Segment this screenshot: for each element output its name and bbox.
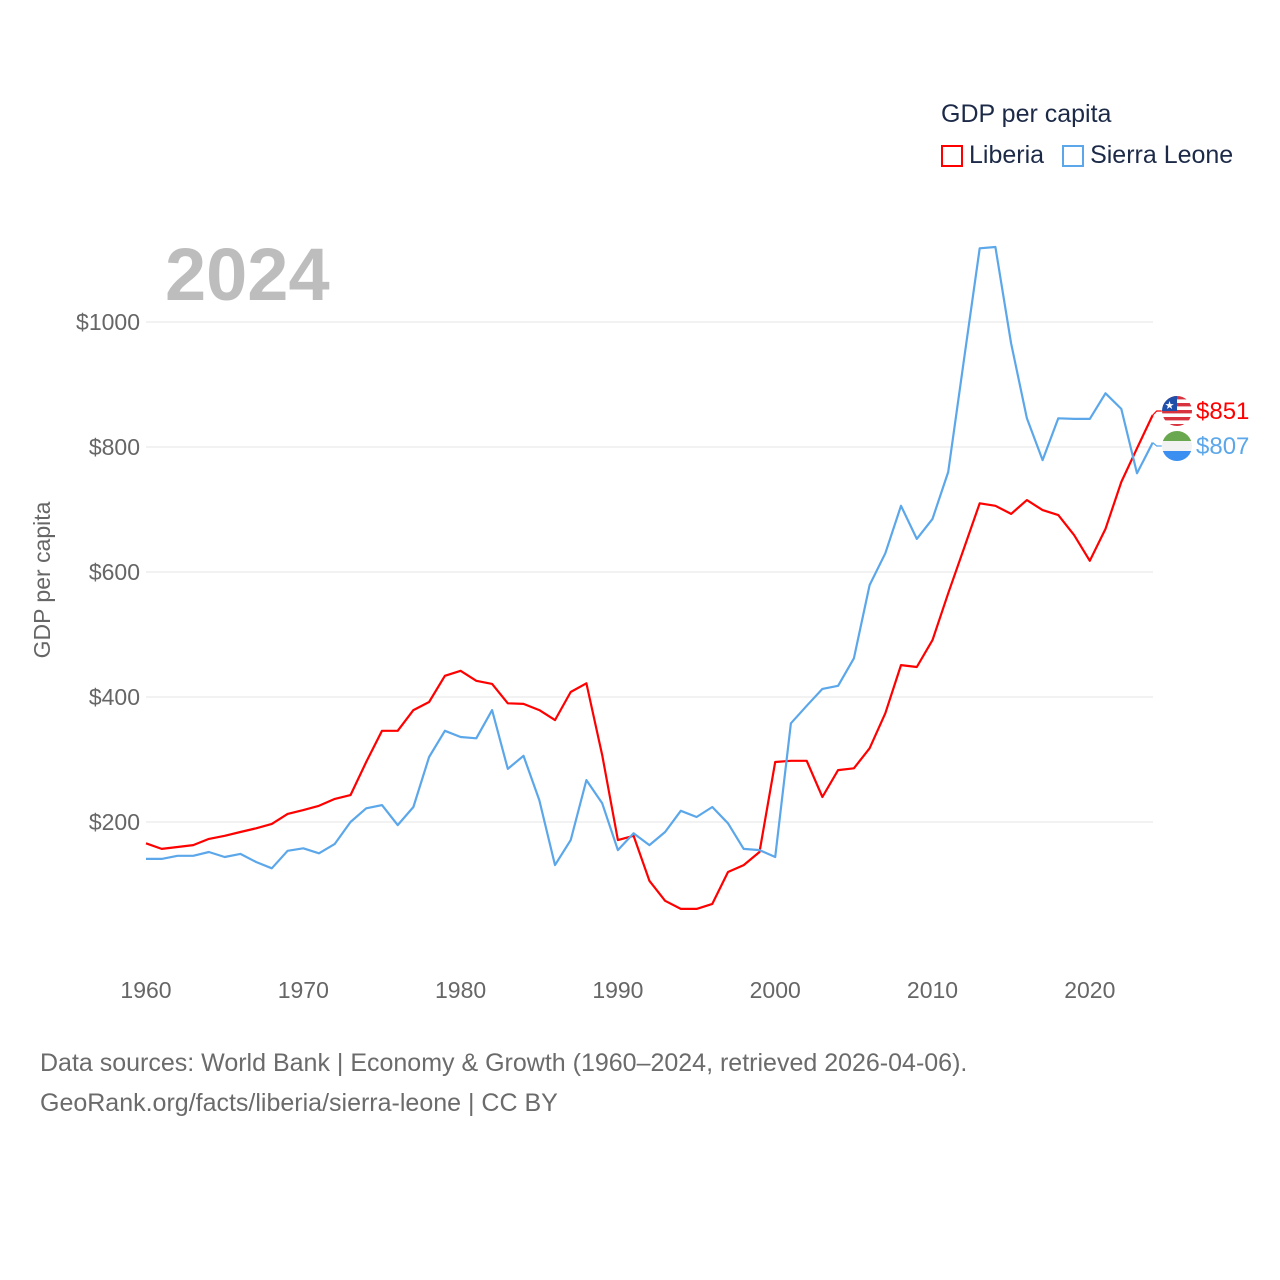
end-connector [1152, 442, 1162, 447]
y-axis-title: GDP per capita [29, 501, 55, 658]
liberia-swatch [941, 144, 963, 167]
end-connector [1152, 410, 1162, 416]
data-sources: Data sources: World Bank | Economy & Gro… [40, 1049, 968, 1077]
svg-text:★: ★ [1165, 400, 1175, 412]
legend-item-liberia[interactable]: Liberia [941, 141, 1044, 170]
legend-title: GDP per capita [941, 100, 1112, 128]
x-tick-label: 1970 [278, 977, 329, 1003]
sierra-leone-flag-icon [1162, 431, 1192, 461]
end-value-label: $851 [1196, 398, 1249, 425]
y-tick-label: $1000 [76, 309, 140, 335]
legend: GDP per capita Liberia Sierra Leone [941, 100, 1233, 170]
y-tick-label: $200 [89, 809, 140, 835]
footer: Data sources: World Bank | Economy & Gro… [40, 1043, 967, 1123]
x-tick-label: 2000 [750, 977, 801, 1003]
legend-item-sierra-leone[interactable]: Sierra Leone [1062, 141, 1233, 170]
x-tick-label: 1990 [592, 977, 643, 1003]
x-tick-label: 2010 [907, 977, 958, 1003]
source-link[interactable]: GeoRank.org/facts/liberia/sierra-leone |… [40, 1089, 558, 1117]
y-tick-label: $800 [89, 434, 140, 460]
series-line-sierra-leone [146, 245, 1154, 870]
legend-label: Sierra Leone [1090, 141, 1234, 169]
x-tick-label: 1980 [435, 977, 486, 1003]
series-line-liberia [145, 414, 1154, 910]
legend-label: Liberia [969, 141, 1045, 169]
y-tick-label: $400 [89, 684, 140, 710]
year-label: 2024 [165, 233, 330, 316]
y-tick-label: $600 [89, 559, 140, 585]
x-tick-label: 1960 [120, 977, 171, 1003]
end-value-label: $807 [1196, 433, 1249, 460]
liberia-flag-icon: ★ [1162, 396, 1192, 426]
sierra-leone-swatch [1062, 144, 1085, 167]
x-tick-label: 2020 [1064, 977, 1115, 1003]
